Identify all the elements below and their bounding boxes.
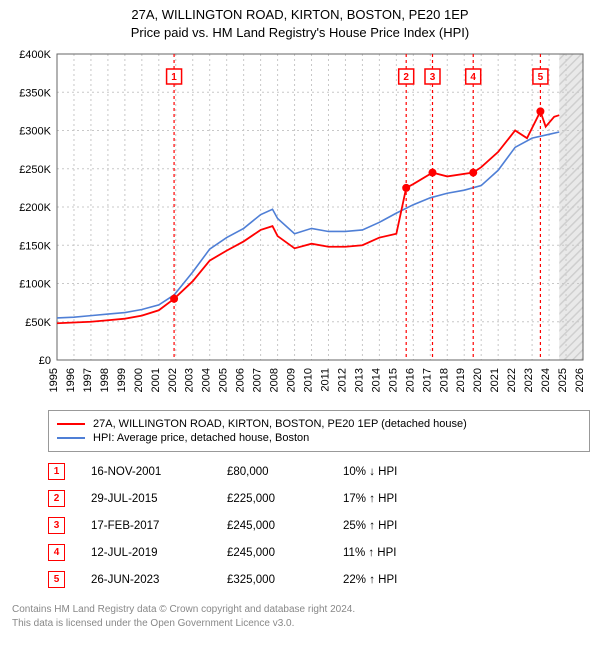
legend-swatch: [57, 423, 85, 425]
svg-text:1999: 1999: [116, 368, 128, 392]
svg-text:4: 4: [470, 72, 476, 83]
title-block: 27A, WILLINGTON ROAD, KIRTON, BOSTON, PE…: [0, 0, 600, 44]
svg-text:2017: 2017: [421, 368, 433, 392]
svg-text:2025: 2025: [557, 368, 569, 392]
sale-delta: 25% ↑ HPI: [343, 520, 453, 532]
svg-text:1997: 1997: [82, 368, 94, 392]
svg-text:£200K: £200K: [19, 202, 51, 214]
svg-text:2015: 2015: [387, 368, 399, 392]
svg-text:2008: 2008: [269, 368, 281, 392]
sale-badge: 3: [48, 517, 65, 534]
sale-delta: 11% ↑ HPI: [343, 547, 453, 559]
sale-row: 2 29-JUL-2015 £225,000 17% ↑ HPI: [48, 485, 590, 512]
sale-price: £80,000: [227, 466, 317, 478]
svg-text:1: 1: [171, 72, 177, 83]
svg-text:£100K: £100K: [19, 279, 51, 291]
sale-row: 4 12-JUL-2019 £245,000 11% ↑ HPI: [48, 539, 590, 566]
sale-price: £245,000: [227, 520, 317, 532]
sale-row: 3 17-FEB-2017 £245,000 25% ↑ HPI: [48, 512, 590, 539]
svg-text:5: 5: [538, 72, 544, 83]
footer-line1: Contains HM Land Registry data © Crown c…: [12, 603, 590, 617]
svg-text:2002: 2002: [167, 368, 179, 392]
svg-text:2000: 2000: [133, 368, 145, 392]
sale-date: 16-NOV-2001: [91, 466, 201, 478]
svg-text:2013: 2013: [353, 368, 365, 392]
sale-date: 29-JUL-2015: [91, 493, 201, 505]
svg-text:3: 3: [430, 72, 436, 83]
price-chart: £0 £50K £100K £150K £200K £250K £300K £350K £400…: [5, 44, 595, 404]
sales-table: 1 16-NOV-2001 £80,000 10% ↓ HPI 2 29-JUL-2015…: [48, 458, 590, 593]
svg-text:1996: 1996: [65, 368, 77, 392]
sale-badge: 2: [48, 490, 65, 507]
sale-delta: 10% ↓ HPI: [343, 466, 453, 478]
svg-text:2014: 2014: [370, 368, 382, 392]
svg-text:2018: 2018: [438, 368, 450, 392]
footer-attribution: Contains HM Land Registry data © Crown c…: [0, 597, 600, 641]
svg-text:2005: 2005: [218, 368, 230, 392]
svg-text:2004: 2004: [201, 368, 213, 392]
svg-text:2016: 2016: [404, 368, 416, 392]
legend: 27A, WILLINGTON ROAD, KIRTON, BOSTON, PE…: [48, 410, 590, 452]
sale-delta: 17% ↑ HPI: [343, 493, 453, 505]
chart-svg: £0 £50K £100K £150K £200K £250K £300K £350K £400…: [5, 44, 595, 404]
svg-text:1998: 1998: [99, 368, 111, 392]
svg-text:2: 2: [403, 72, 409, 83]
sale-delta: 22% ↑ HPI: [343, 574, 453, 586]
legend-item: 27A, WILLINGTON ROAD, KIRTON, BOSTON, PE…: [57, 417, 581, 431]
title-address: 27A, WILLINGTON ROAD, KIRTON, BOSTON, PE…: [0, 6, 600, 24]
svg-text:2022: 2022: [506, 368, 518, 392]
legend-label: HPI: Average price, detached house, Bost…: [93, 432, 309, 444]
svg-text:£300K: £300K: [19, 126, 51, 138]
svg-text:2023: 2023: [523, 368, 535, 392]
title-subtitle: Price paid vs. HM Land Registry's House …: [0, 24, 600, 42]
sale-badge: 5: [48, 571, 65, 588]
svg-text:2006: 2006: [235, 368, 247, 392]
legend-item: HPI: Average price, detached house, Bost…: [57, 431, 581, 445]
sale-price: £245,000: [227, 547, 317, 559]
sale-date: 12-JUL-2019: [91, 547, 201, 559]
svg-text:2010: 2010: [303, 368, 315, 392]
legend-label: 27A, WILLINGTON ROAD, KIRTON, BOSTON, PE…: [93, 418, 467, 430]
sale-date: 17-FEB-2017: [91, 520, 201, 532]
svg-text:2009: 2009: [286, 368, 298, 392]
sale-badge: 1: [48, 463, 65, 480]
svg-text:2001: 2001: [150, 368, 162, 392]
sale-date: 26-JUN-2023: [91, 574, 201, 586]
svg-text:2021: 2021: [489, 368, 501, 392]
legend-swatch: [57, 437, 85, 439]
sale-price: £325,000: [227, 574, 317, 586]
svg-text:2020: 2020: [472, 368, 484, 392]
footer-line2: This data is licensed under the Open Gov…: [12, 617, 590, 631]
svg-text:2026: 2026: [574, 368, 586, 392]
svg-text:£350K: £350K: [19, 88, 51, 100]
sale-badge: 4: [48, 544, 65, 561]
svg-text:2019: 2019: [455, 368, 467, 392]
svg-text:2003: 2003: [184, 368, 196, 392]
svg-text:1995: 1995: [48, 368, 60, 392]
svg-text:2007: 2007: [252, 368, 264, 392]
sale-row: 1 16-NOV-2001 £80,000 10% ↓ HPI: [48, 458, 590, 485]
svg-text:£250K: £250K: [19, 164, 51, 176]
sale-price: £225,000: [227, 493, 317, 505]
sale-row: 5 26-JUN-2023 £325,000 22% ↑ HPI: [48, 566, 590, 593]
svg-text:£0: £0: [39, 355, 51, 367]
svg-text:2011: 2011: [319, 368, 331, 392]
svg-text:£400K: £400K: [19, 49, 51, 61]
page-container: 27A, WILLINGTON ROAD, KIRTON, BOSTON, PE…: [0, 0, 600, 641]
svg-text:2012: 2012: [336, 368, 348, 392]
svg-text:£50K: £50K: [25, 317, 51, 329]
svg-text:£150K: £150K: [19, 241, 51, 253]
svg-text:2024: 2024: [540, 368, 552, 392]
